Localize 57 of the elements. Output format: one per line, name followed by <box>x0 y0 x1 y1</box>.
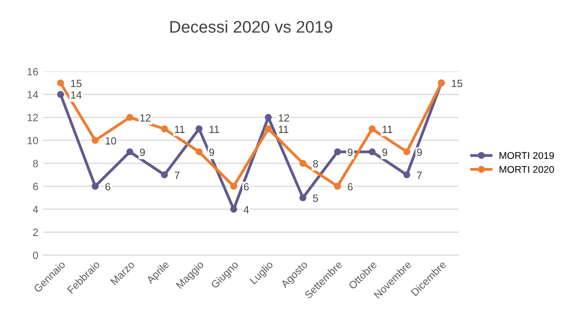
point <box>403 148 410 156</box>
point <box>160 125 168 132</box>
point <box>196 125 203 132</box>
data-label: 11 <box>174 126 184 133</box>
point <box>230 182 238 190</box>
data-label: 4 <box>244 206 249 214</box>
data-label: 5 <box>313 194 318 202</box>
point <box>368 148 376 156</box>
data-label: 14 <box>71 91 82 99</box>
y-tick-label: 14 <box>28 91 38 98</box>
point <box>126 148 134 156</box>
legend-label: MORTI 2019 <box>500 152 554 159</box>
point <box>57 80 64 86</box>
data-label: 9 <box>348 148 353 156</box>
point <box>126 114 134 121</box>
data-label: 11 <box>278 126 288 133</box>
y-tick-label: 12 <box>28 114 38 122</box>
data-label: 6 <box>105 183 110 190</box>
data-label: 9 <box>382 148 388 156</box>
y-tick-label: 16 <box>28 68 38 76</box>
legend-label: MORTI 2020 <box>500 166 554 173</box>
point <box>92 136 99 144</box>
data-label: 6 <box>244 183 249 190</box>
data-label: 12 <box>278 114 290 122</box>
data-label: 8 <box>313 160 318 168</box>
point <box>196 148 203 156</box>
y-tick-label: 4 <box>32 206 38 213</box>
y-tick-label: 2 <box>33 228 38 236</box>
point <box>160 171 168 178</box>
point <box>299 160 306 167</box>
point <box>403 171 410 178</box>
data-label: 12 <box>140 114 151 122</box>
data-label: 9 <box>140 148 145 156</box>
point <box>264 114 272 121</box>
data-label: 7 <box>417 172 422 179</box>
data-label: 11 <box>382 126 392 133</box>
data-label: 15 <box>452 80 462 88</box>
y-tick-label: 10 <box>28 136 38 144</box>
data-label: 15 <box>71 80 82 88</box>
data-label: 10 <box>106 137 116 145</box>
point <box>368 125 376 132</box>
point <box>334 148 342 156</box>
point <box>57 90 64 98</box>
y-tick-label: 0 <box>33 252 38 259</box>
data-label: 7 <box>174 172 180 179</box>
point <box>264 125 272 132</box>
point <box>92 182 99 190</box>
point <box>334 182 342 190</box>
y-tick-label: 8 <box>33 160 38 168</box>
y-tick-label: 6 <box>33 182 38 190</box>
chart-title: Decessi 2020 vs 2019 <box>170 20 332 33</box>
data-label: 11 <box>210 126 220 133</box>
point <box>230 206 238 213</box>
data-label: 9 <box>416 148 422 156</box>
data-label: 9 <box>209 148 214 156</box>
point <box>299 194 306 202</box>
data-label: 6 <box>348 183 353 190</box>
